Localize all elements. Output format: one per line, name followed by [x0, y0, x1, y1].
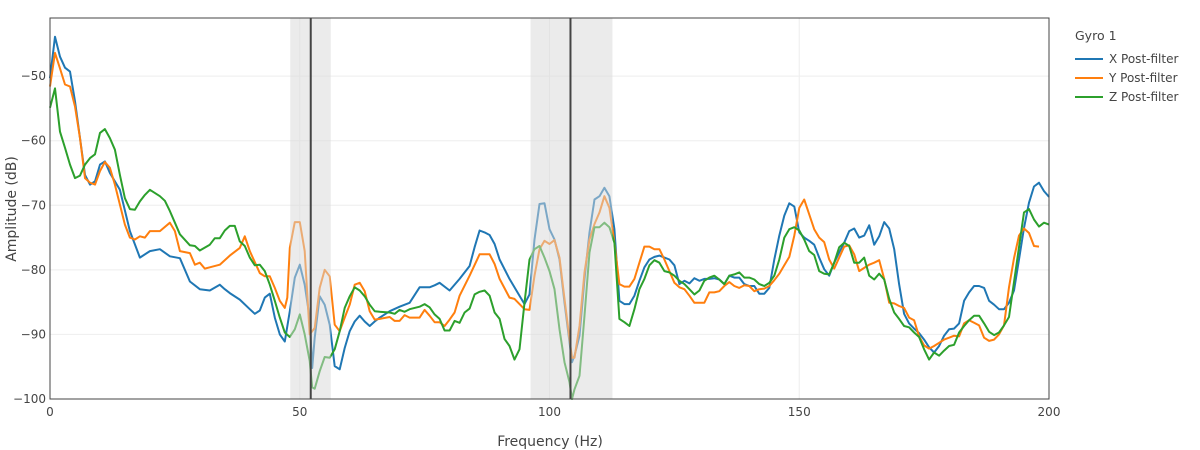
legend: Gyro 1 X Post-filter Y Post-filter Z Pos… — [1075, 28, 1178, 106]
x-tick-label: 0 — [46, 405, 54, 419]
x-tick-label: 200 — [1038, 405, 1061, 419]
x-axis-ticks: 0 50 100 150 200 — [46, 405, 1060, 419]
y-axis-ticks: −50 −60 −70 −80 −90 −100 — [13, 69, 46, 406]
plot-frame — [49, 17, 1050, 400]
legend-swatch — [1075, 57, 1103, 60]
shaded-regions — [290, 18, 613, 399]
marker-lines — [309, 18, 572, 399]
legend-label: Z Post-filter — [1109, 89, 1179, 104]
y-tick-label: −50 — [21, 69, 46, 83]
legend-label: X Post-filter — [1109, 51, 1179, 66]
y-axis-title: Amplitude (dB) — [4, 156, 20, 262]
legend-label: Y Post-filter — [1109, 70, 1178, 85]
legend-item-z[interactable]: Z Post-filter — [1075, 87, 1178, 106]
y-tick-label: −100 — [13, 392, 46, 406]
legend-item-x[interactable]: X Post-filter — [1075, 49, 1178, 68]
x-tick-label: 150 — [788, 405, 811, 419]
legend-swatch — [1075, 76, 1103, 79]
legend-swatch — [1075, 95, 1103, 98]
y-tick-label: −70 — [21, 198, 46, 212]
x-tick-label: 50 — [292, 405, 307, 419]
x-tick-label: 100 — [538, 405, 561, 419]
y-tick-label: −60 — [21, 134, 46, 148]
legend-item-y[interactable]: Y Post-filter — [1075, 68, 1178, 87]
x-axis-title: Frequency (Hz) — [497, 434, 603, 450]
y-tick-label: −80 — [21, 263, 46, 277]
y-tick-label: −90 — [21, 327, 46, 341]
legend-title: Gyro 1 — [1075, 28, 1117, 43]
